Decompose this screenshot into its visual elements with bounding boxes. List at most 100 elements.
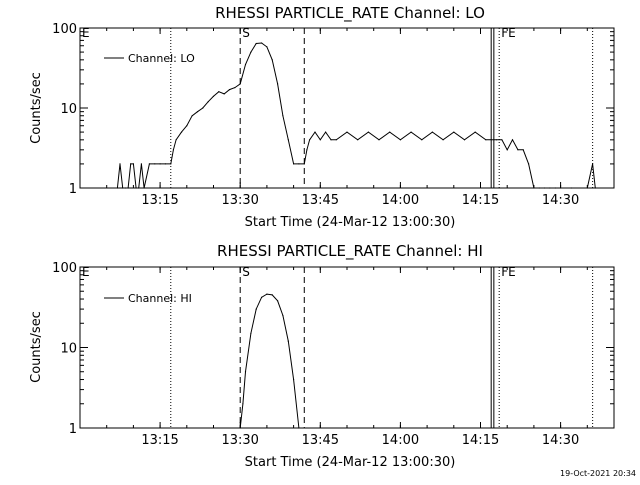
data-point	[261, 42, 263, 44]
data-point	[239, 427, 241, 429]
data-point	[271, 294, 273, 296]
data-point	[154, 163, 156, 165]
data-point	[223, 93, 225, 95]
data-point	[554, 187, 556, 189]
data-point	[159, 163, 161, 165]
data-point	[250, 51, 252, 53]
data-point	[528, 163, 530, 165]
data-point	[239, 83, 241, 85]
data-point	[314, 131, 316, 133]
event-markers: E S FE	[82, 265, 594, 428]
data-point	[228, 89, 231, 91]
data-point	[586, 187, 588, 189]
y-tick-label: 10	[60, 342, 77, 357]
data-point	[266, 293, 268, 295]
chart-title: RHESSI PARTICLE_RATE Channel: HI	[217, 242, 483, 261]
x-axis-label: Start Time (24-Mar-12 13:00:30)	[245, 455, 456, 470]
data-point	[244, 63, 247, 66]
data-point	[594, 187, 596, 189]
data-point	[242, 403, 244, 405]
x-tick-label: 13:30	[221, 433, 258, 448]
chart-title: RHESSI PARTICLE_RATE Channel: LO	[215, 4, 485, 23]
data-point	[495, 139, 498, 141]
data-series	[239, 293, 300, 429]
hi-channel-panel: RHESSI PARTICLE_RATE Channel: HI Start T…	[29, 242, 615, 470]
x-tick-label: 14:00	[382, 433, 419, 448]
y-tick-label: 1	[69, 422, 77, 437]
y-axis-label: Counts/sec	[29, 72, 44, 144]
data-point	[544, 187, 546, 189]
data-point	[287, 340, 289, 342]
data-point	[463, 139, 466, 141]
data-point	[170, 163, 172, 165]
data-point	[287, 139, 289, 141]
x-tick-label: 14:00	[382, 193, 419, 208]
data-point	[164, 163, 166, 165]
x-tick-label: 14:30	[542, 193, 579, 208]
data-point	[218, 91, 220, 93]
data-point	[570, 187, 572, 189]
data-point	[293, 378, 295, 381]
data-point	[255, 42, 257, 45]
data-point	[490, 139, 492, 141]
data-point	[207, 101, 209, 103]
marker-label: S	[242, 265, 250, 279]
data-point	[135, 187, 137, 189]
legend-entry: Channel: HI	[128, 292, 192, 305]
marker-label: S	[242, 26, 250, 40]
data-point	[357, 139, 359, 141]
data-point	[124, 187, 126, 189]
data-series	[116, 42, 596, 189]
data-point	[122, 187, 124, 189]
timestamp: 19-Oct-2021 20:34	[560, 469, 636, 478]
data-point	[132, 163, 134, 165]
x-tick-label: 13:45	[302, 433, 339, 448]
data-point	[421, 139, 423, 141]
data-point	[367, 131, 369, 133]
marker-label: E	[82, 265, 90, 279]
x-tick-label: 14:30	[542, 433, 579, 448]
x-tick-label: 13:30	[221, 193, 258, 208]
data-point	[255, 308, 257, 310]
data-point	[212, 95, 215, 97]
data-point	[389, 131, 391, 133]
x-tick-label: 13:15	[141, 433, 178, 448]
data-point	[485, 139, 487, 141]
y-tick-label: 100	[52, 22, 77, 37]
data-point	[127, 187, 129, 189]
data-point	[277, 83, 279, 85]
data-point	[191, 115, 193, 117]
data-point	[399, 139, 401, 141]
data-point	[116, 187, 118, 189]
series-line	[239, 293, 300, 429]
data-point	[330, 139, 332, 141]
marker-label: FE	[501, 26, 515, 40]
x-axis-label: Start Time (24-Mar-12 13:00:30)	[245, 215, 456, 230]
data-point	[325, 131, 327, 133]
data-point	[335, 139, 337, 141]
axis-ticks: 13:15 13:30 13:45 14:00 14:15 14:30 1 10 100	[52, 261, 614, 448]
x-tick-label: 14:15	[462, 433, 499, 448]
data-point	[511, 139, 514, 141]
data-point	[175, 139, 177, 141]
data-point	[517, 149, 519, 151]
data-point	[306, 149, 308, 151]
data-point	[143, 187, 145, 189]
data-point	[172, 149, 174, 151]
x-tick-label: 13:45	[302, 193, 339, 208]
data-point	[501, 139, 503, 141]
legend: Channel: HI	[104, 292, 192, 305]
data-point	[453, 131, 455, 133]
data-point	[410, 131, 412, 133]
data-point	[303, 163, 305, 165]
data-point	[282, 314, 284, 317]
data-point	[298, 427, 300, 429]
data-point	[592, 163, 594, 165]
marker-label: FE	[501, 265, 515, 279]
data-point	[266, 46, 268, 48]
data-point	[148, 163, 150, 165]
legend: Channel: LO	[104, 52, 195, 65]
data-point	[261, 296, 263, 298]
data-point	[244, 371, 247, 373]
data-point	[282, 115, 284, 117]
